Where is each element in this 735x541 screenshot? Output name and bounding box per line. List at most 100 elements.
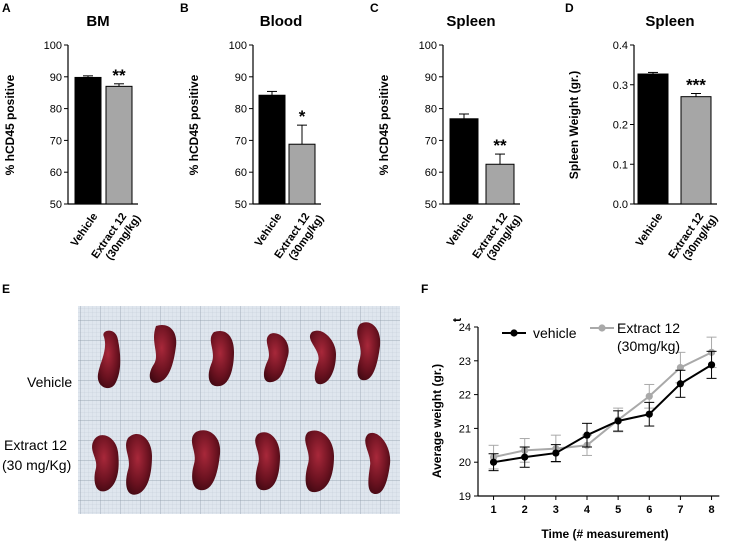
bar-vehicle (637, 73, 669, 205)
x-tick-label: 6 (646, 504, 652, 516)
series-vehicle (488, 350, 717, 472)
panel-letter-d: D (565, 1, 574, 15)
spleen-specimen (263, 333, 289, 383)
y-tick-label: 90 (235, 72, 247, 84)
legend-label-extract-dose: (30mg/kg) (617, 338, 680, 354)
y-axis-label: Average weight (gr.) (430, 364, 444, 478)
spleen-specimen (309, 330, 336, 385)
y-axis-label: Spleen Weight (gr.) (567, 71, 581, 179)
chart-title: Spleen (645, 13, 694, 30)
data-point (676, 363, 685, 372)
y-tick-label: 0.3 (613, 80, 628, 92)
data-point (552, 449, 560, 457)
y-tick-label: 80 (235, 104, 247, 116)
panel-b-blood-chart: B Blood % hCD45 positive (180, 1, 302, 175)
x-axis-label: Time (# measurement) (541, 527, 668, 541)
bar-chart-d: 0.00.10.20.30.4***Vehicle Extract 12(30mg… (613, 40, 721, 262)
bar-extract-12 (680, 96, 712, 205)
chart-title: BM (86, 13, 109, 30)
x-category-label: Vehicle (445, 211, 477, 249)
panel-letter-c: C (370, 1, 379, 15)
spleen-specimen (97, 330, 121, 389)
spleen-specimen (255, 432, 280, 491)
y-tick-label: 50 (235, 199, 247, 211)
x-tick-label: 5 (615, 504, 621, 516)
panel-d-spleen-weight-chart: D Spleen Spleen Weight (gr.) (565, 1, 695, 179)
spleen-specimen (149, 324, 177, 383)
panel-letter-f: F (421, 282, 428, 296)
bar-extract-12 (485, 163, 515, 205)
data-point (521, 453, 529, 461)
x-tick-label: 4 (584, 504, 591, 516)
panel-e-spleen-photo: E Vehicle Extract 12 (30 mg/Kg) (2, 282, 400, 514)
panel-letter-b: B (180, 1, 189, 15)
y-tick-label: 0.2 (613, 120, 628, 132)
y-tick-label: 70 (425, 135, 437, 147)
legend-marker-extract (598, 324, 606, 332)
legend-label-extract: Extract 12 (617, 320, 680, 336)
y-tick-label: 24 (459, 322, 471, 334)
spleen-photo-icon (92, 322, 391, 495)
y-tick-label: 90 (50, 72, 62, 84)
significance-marker: *** (686, 75, 706, 94)
y-tick-label: 0.0 (613, 199, 628, 211)
chart-title: Blood (260, 13, 303, 30)
panel-f-weight-line-chart: F Average weight (gr.) t Time (# measure… (421, 282, 669, 541)
y-tick-label: 23 (459, 356, 471, 368)
series-extract-12 (488, 336, 717, 470)
y-tick-label: 50 (425, 199, 437, 211)
data-point (676, 380, 685, 388)
y-axis-label: % hCD45 positive (3, 74, 17, 175)
data-point (645, 392, 653, 400)
panel-a-bm-chart: A BM % hCD45 positive (2, 1, 110, 175)
y-tick-label: 20 (459, 457, 471, 469)
chart-title: Spleen (446, 13, 495, 30)
y-axis-label: % hCD45 positive (187, 74, 201, 175)
y-tick-label: 50 (50, 199, 62, 211)
data-point (614, 417, 622, 425)
legend: vehicle Extract 12 (30mg/kg) (502, 320, 680, 354)
data-point (489, 458, 498, 466)
x-category-label: Vehicle (634, 211, 666, 249)
spleen-specimen (357, 322, 381, 381)
photo-label-vehicle: Vehicle (27, 374, 72, 390)
significance-marker: ** (493, 136, 507, 155)
bar-vehicle (258, 94, 286, 205)
spleen-specimen (191, 430, 221, 491)
y-tick-label: 0.1 (613, 159, 628, 171)
x-tick-label: 7 (677, 504, 683, 516)
data-point (707, 361, 716, 369)
y-tick-label: 60 (235, 167, 247, 179)
photo-label-extract: Extract 12 (4, 437, 67, 453)
y-tick-label: 90 (425, 72, 437, 84)
y-tick-label: 80 (425, 104, 437, 116)
y-tick-label: 60 (50, 167, 62, 179)
svg-text:% hCD45 positive: % hCD45 positive (187, 74, 201, 175)
x-tick-label: 3 (553, 504, 559, 516)
y-tick-label: 19 (459, 491, 471, 503)
x-category-label: Vehicle (69, 211, 101, 249)
y-tick-label: 70 (50, 135, 62, 147)
svg-text:% hCD45 positive: % hCD45 positive (377, 74, 391, 175)
svg-text:Spleen Weight (gr.): Spleen Weight (gr.) (567, 71, 581, 179)
spleen-specimen (305, 430, 334, 493)
y-tick-label: 0.4 (613, 40, 628, 52)
bar-extract-12 (288, 143, 316, 205)
svg-text:t: t (450, 318, 464, 322)
bar-extract-12 (105, 85, 133, 205)
spleen-specimen (92, 435, 119, 492)
y-axis-label: % hCD45 positive (377, 74, 391, 175)
significance-marker: ** (112, 66, 126, 85)
y-axis-label-marker: t (450, 318, 464, 322)
spleen-specimen (126, 434, 152, 495)
x-tick-label: 2 (522, 504, 528, 516)
x-tick-label: 1 (491, 504, 497, 516)
legend-marker-vehicle (510, 329, 518, 337)
y-tick-label: 22 (459, 390, 471, 402)
photo-label-extract-dose: (30 mg/Kg) (2, 457, 71, 473)
y-tick-label: 70 (235, 135, 247, 147)
